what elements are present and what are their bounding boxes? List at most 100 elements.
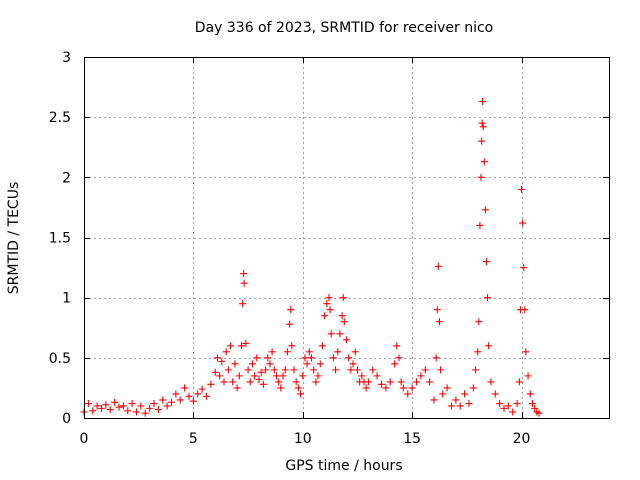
data-point [275, 378, 283, 386]
data-point [435, 318, 443, 326]
data-point [443, 384, 451, 392]
x-tick-label: 15 [403, 431, 421, 447]
data-point [288, 342, 296, 350]
data-point [299, 372, 307, 380]
chart-title: Day 336 of 2023, SRMTID for receiver nic… [195, 20, 493, 36]
data-point [351, 348, 359, 356]
data-point [382, 384, 390, 392]
data-point [474, 348, 482, 356]
data-point [496, 400, 504, 408]
data-point [106, 406, 114, 414]
data-point [259, 380, 267, 388]
y-tick-label: 1 [62, 291, 71, 307]
data-point [504, 402, 512, 410]
x-tick-label: 10 [294, 431, 312, 447]
data-point [290, 366, 298, 374]
data-point [124, 407, 132, 415]
data-point [172, 390, 180, 398]
data-point [353, 366, 361, 374]
data-point [281, 366, 289, 374]
data-point [439, 390, 447, 398]
data-point [297, 390, 305, 398]
data-point [111, 398, 119, 406]
data-point [481, 206, 489, 214]
data-point [325, 294, 333, 302]
data-point [483, 258, 490, 266]
data-point [408, 384, 416, 392]
data-point [248, 360, 256, 368]
data-point [399, 384, 407, 392]
y-tick-label: 3 [62, 50, 71, 66]
data-point [430, 396, 438, 404]
data-point [465, 400, 473, 408]
data-point [194, 390, 202, 398]
data-point [229, 378, 237, 386]
data-point [321, 312, 329, 320]
data-point [323, 300, 331, 308]
y-tick-label: 1.5 [49, 231, 71, 247]
x-tick-label: 20 [513, 431, 531, 447]
data-point [270, 366, 278, 374]
plot-frame [84, 57, 610, 419]
data-point [362, 384, 370, 392]
data-point [251, 372, 259, 380]
data-point [364, 378, 372, 386]
data-point [222, 348, 230, 356]
data-point [176, 396, 184, 404]
data-point [119, 402, 127, 410]
data-point [484, 294, 492, 302]
data-point [475, 318, 483, 326]
data-point [286, 320, 294, 328]
data-point [303, 360, 311, 368]
data-point [294, 384, 302, 392]
data-point [98, 404, 105, 412]
x-tick-label: 5 [189, 431, 198, 447]
data-point [159, 396, 167, 404]
data-point [128, 400, 136, 408]
data-point [279, 372, 287, 380]
data-point [395, 354, 403, 362]
data-point [520, 264, 528, 272]
data-point [524, 372, 532, 380]
y-tick-label: 0.5 [49, 351, 71, 367]
data-point [218, 357, 226, 365]
data-point [334, 348, 342, 356]
data-point [413, 378, 420, 386]
data-point [242, 339, 250, 347]
data-point [513, 400, 521, 408]
data-point [397, 378, 405, 386]
data-point [327, 330, 335, 338]
data-point [434, 262, 442, 270]
data-point [461, 390, 469, 398]
data-point [255, 375, 263, 383]
data-point [283, 348, 291, 356]
data-point [305, 348, 313, 356]
data-point [373, 372, 381, 380]
data-point [338, 312, 346, 320]
data-point [478, 137, 486, 145]
data-point [479, 123, 487, 131]
data-point [386, 378, 394, 386]
y-tick-label: 0 [62, 411, 71, 427]
data-point [301, 354, 309, 362]
data-point [198, 385, 206, 393]
data-point [480, 158, 488, 166]
data-point [349, 360, 357, 368]
data-point [264, 354, 272, 362]
data-point [531, 404, 539, 412]
data-point [141, 409, 149, 417]
data-point [329, 354, 337, 362]
data-point [369, 366, 377, 374]
data-point [224, 366, 232, 374]
data-point [521, 306, 529, 314]
data-point [216, 372, 224, 380]
data-point [478, 119, 486, 127]
data-point [163, 402, 171, 410]
data-point [477, 173, 485, 181]
data-point [312, 378, 320, 386]
data-point [266, 360, 274, 368]
tick-labels: 0 5 10 15 20 0 0.5 1 1.5 2 2.5 3 [49, 50, 531, 447]
data-point [102, 401, 110, 409]
data-point [404, 390, 412, 398]
